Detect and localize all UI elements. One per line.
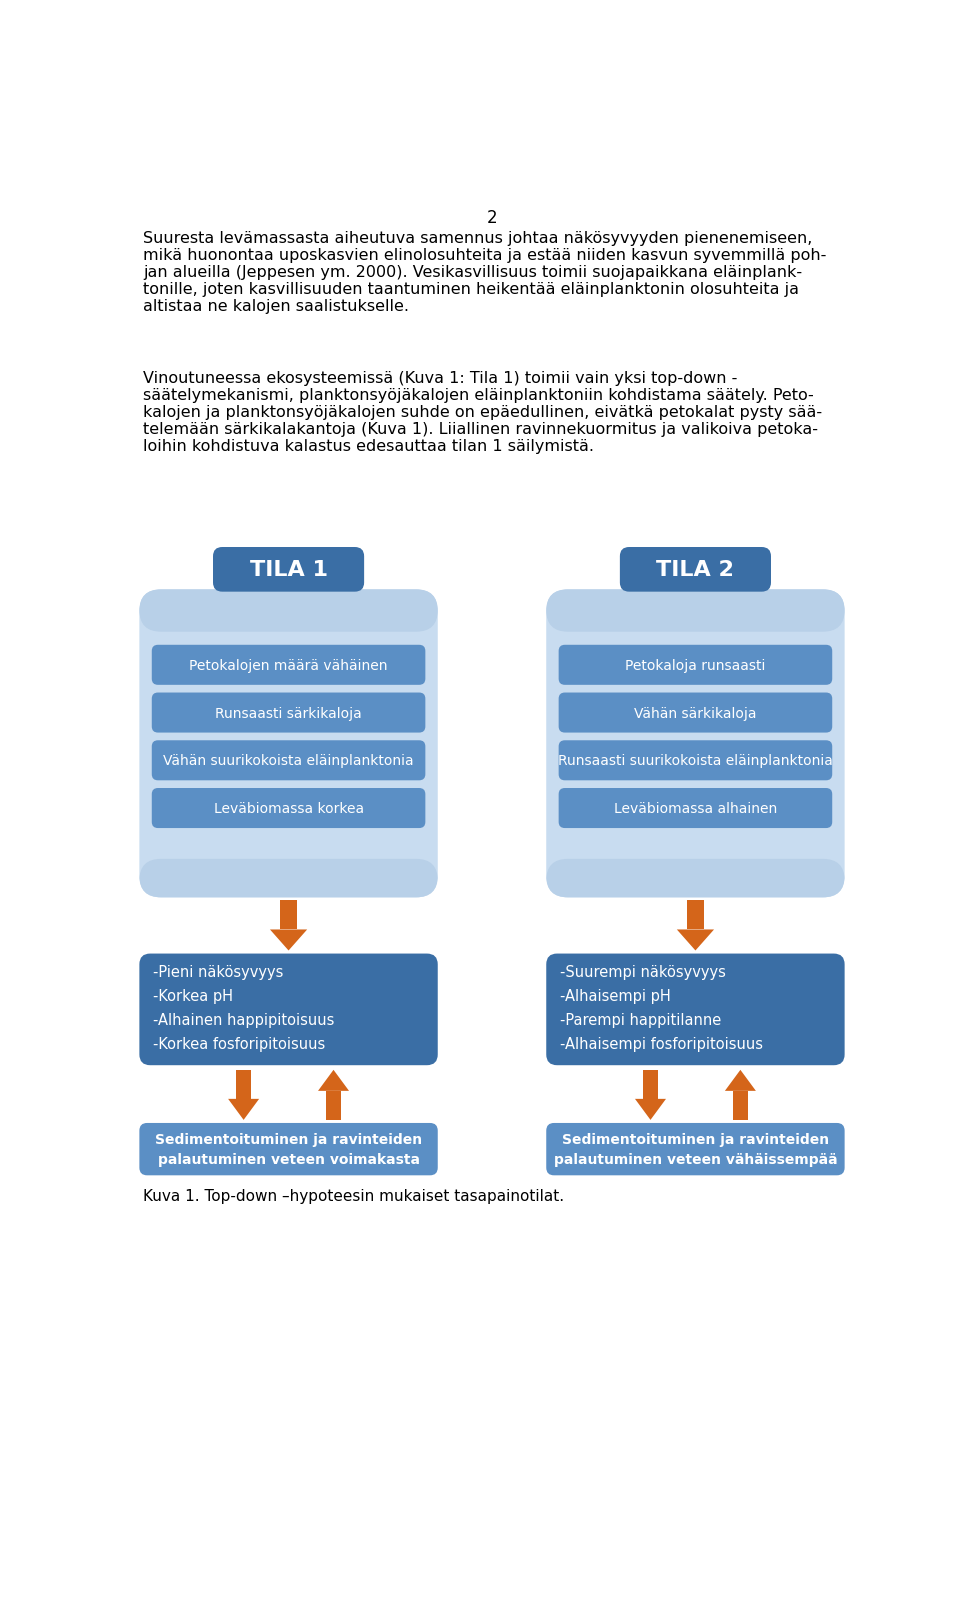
Text: Petokalojen määrä vähäinen: Petokalojen määrä vähäinen xyxy=(189,659,388,673)
FancyBboxPatch shape xyxy=(139,954,438,1065)
Text: Leväbiomassa korkea: Leväbiomassa korkea xyxy=(213,802,364,815)
Text: Runsaasti suurikokoista eläinplanktonia: Runsaasti suurikokoista eläinplanktonia xyxy=(558,754,833,768)
FancyBboxPatch shape xyxy=(559,789,832,828)
Polygon shape xyxy=(270,930,307,951)
Text: 2: 2 xyxy=(487,210,497,228)
Text: TILA 2: TILA 2 xyxy=(657,560,734,579)
Text: Suuresta levämassasta aiheutuva samennus johtaa näkösyvyyden pienenemiseen,: Suuresta levämassasta aiheutuva samennus… xyxy=(143,231,812,245)
Text: -Suurempi näkösyvyys
-Alhaisempi pH
-Parempi happitilanne
-Alhaisempi fosforipit: -Suurempi näkösyvyys -Alhaisempi pH -Par… xyxy=(561,965,763,1052)
Text: -Pieni näkösyvyys
-Korkea pH
-Alhainen happipitoisuus
-Korkea fosforipitoisuus: -Pieni näkösyvyys -Korkea pH -Alhainen h… xyxy=(154,965,335,1052)
Text: TILA 1: TILA 1 xyxy=(250,560,327,579)
Text: tonille, joten kasvillisuuden taantuminen heikentää eläinplanktonin olosuhteita : tonille, joten kasvillisuuden taantumine… xyxy=(143,281,800,297)
Text: telemään särkikalakantoja (Kuva 1). Liiallinen ravinnekuormitus ja valikoiva pet: telemään särkikalakantoja (Kuva 1). Liia… xyxy=(143,421,818,436)
Text: Sedimentoituminen ja ravinteiden
palautuminen veteen voimakasta: Sedimentoituminen ja ravinteiden palautu… xyxy=(155,1133,422,1167)
Text: Leväbiomassa alhainen: Leväbiomassa alhainen xyxy=(613,802,777,815)
Polygon shape xyxy=(732,1091,748,1120)
FancyBboxPatch shape xyxy=(546,1123,845,1175)
Polygon shape xyxy=(228,1099,259,1120)
FancyBboxPatch shape xyxy=(139,1123,438,1175)
FancyBboxPatch shape xyxy=(152,646,425,686)
Polygon shape xyxy=(677,930,714,951)
Polygon shape xyxy=(236,1070,252,1099)
Polygon shape xyxy=(318,1070,349,1091)
Text: loihin kohdistuva kalastus edesauttaa tilan 1 säilymistä.: loihin kohdistuva kalastus edesauttaa ti… xyxy=(143,439,594,454)
Text: Runsaasti särkikaloja: Runsaasti särkikaloja xyxy=(215,705,362,720)
FancyBboxPatch shape xyxy=(546,954,845,1065)
Polygon shape xyxy=(725,1070,756,1091)
Text: Kuva 1. Top-down –hypoteesin mukaiset tasapainotilat.: Kuva 1. Top-down –hypoteesin mukaiset ta… xyxy=(143,1188,564,1202)
Text: Petokaloja runsaasti: Petokaloja runsaasti xyxy=(625,659,766,673)
FancyBboxPatch shape xyxy=(139,591,438,897)
Polygon shape xyxy=(326,1091,341,1120)
FancyBboxPatch shape xyxy=(152,741,425,781)
Text: Vähän särkikaloja: Vähän särkikaloja xyxy=(635,705,756,720)
Text: mikä huonontaa uposkasvien elinolosuhteita ja estää niiden kasvun syvemmillä poh: mikä huonontaa uposkasvien elinolosuhtei… xyxy=(143,247,827,263)
Text: Vinoutuneessa ekosysteemissä (Kuva 1: Tila 1) toimii vain yksi top-down -: Vinoutuneessa ekosysteemissä (Kuva 1: Ti… xyxy=(143,371,737,386)
FancyBboxPatch shape xyxy=(559,692,832,733)
FancyBboxPatch shape xyxy=(559,741,832,781)
Text: säätelymekanismi, planktonsyöjäkalojen eläinplanktoniin kohdistama säätely. Peto: säätelymekanismi, planktonsyöjäkalojen e… xyxy=(143,387,814,402)
Polygon shape xyxy=(686,901,705,930)
FancyBboxPatch shape xyxy=(546,591,845,897)
FancyBboxPatch shape xyxy=(213,547,364,592)
FancyBboxPatch shape xyxy=(546,591,845,633)
Text: Sedimentoituminen ja ravinteiden
palautuminen veteen vähäissempää: Sedimentoituminen ja ravinteiden palautu… xyxy=(554,1133,837,1167)
Text: Vähän suurikokoista eläinplanktonia: Vähän suurikokoista eläinplanktonia xyxy=(163,754,414,768)
FancyBboxPatch shape xyxy=(139,859,438,897)
Polygon shape xyxy=(643,1070,658,1099)
FancyBboxPatch shape xyxy=(152,789,425,828)
Polygon shape xyxy=(635,1099,666,1120)
FancyBboxPatch shape xyxy=(559,646,832,686)
Text: altistaa ne kalojen saalistukselle.: altistaa ne kalojen saalistukselle. xyxy=(143,299,409,313)
FancyBboxPatch shape xyxy=(152,692,425,733)
FancyBboxPatch shape xyxy=(546,859,845,897)
FancyBboxPatch shape xyxy=(139,591,438,633)
FancyBboxPatch shape xyxy=(620,547,771,592)
Text: jan alueilla (Jeppesen ym. 2000). Vesikasvillisuus toimii suojapaikkana eläinpla: jan alueilla (Jeppesen ym. 2000). Vesika… xyxy=(143,265,803,279)
Polygon shape xyxy=(279,901,298,930)
Text: kalojen ja planktonsyöjäkalojen suhde on epäedullinen, eivätkä petokalat pysty s: kalojen ja planktonsyöjäkalojen suhde on… xyxy=(143,405,823,420)
